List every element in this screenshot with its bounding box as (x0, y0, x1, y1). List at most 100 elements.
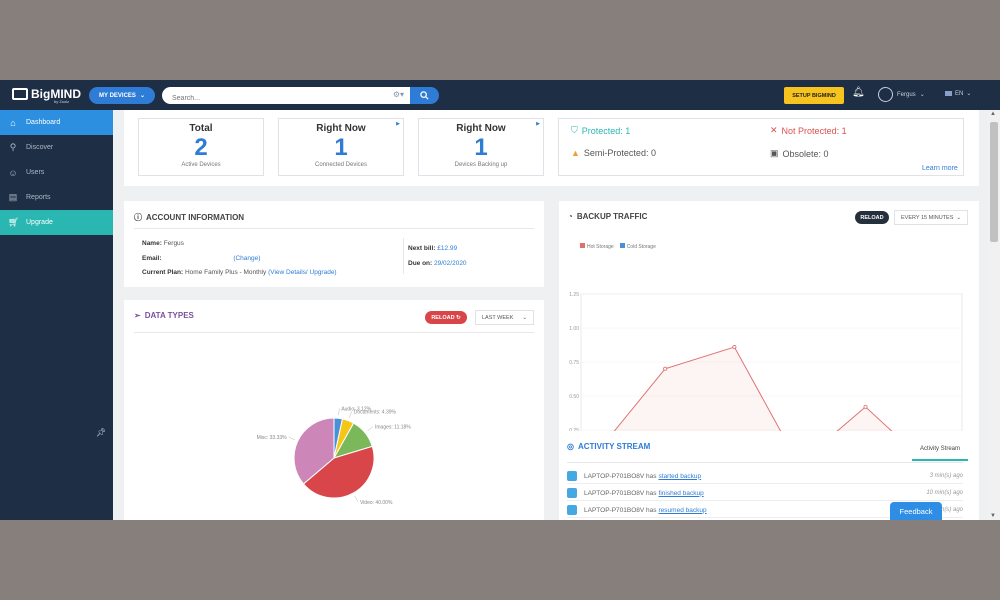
data-types-title-text: DATA TYPES (144, 311, 194, 320)
save-icon: ▣ (770, 148, 779, 158)
pie-label: Documents: 4.39% (354, 409, 397, 415)
hot-storage-point[interactable] (663, 366, 668, 371)
legend-hot-label: Hot Storage (587, 244, 614, 250)
activity-action-link[interactable]: resumed backup (658, 506, 707, 514)
gear-icon[interactable]: ⚙▾ (392, 90, 404, 99)
protected-status[interactable]: ⛉ Protected: 1 (571, 125, 630, 136)
feedback-button[interactable]: Feedback (890, 502, 942, 520)
due-label: Due on: (408, 260, 433, 267)
bell-icon (567, 471, 577, 481)
backup-interval-select[interactable]: EVERY 15 MINUTES ⌄ (894, 210, 968, 225)
reload-label: RELOAD (431, 314, 455, 321)
pie-slice-misc[interactable] (293, 417, 335, 485)
sidebar-item-discover[interactable]: ⚲ Discover (0, 135, 113, 160)
data-types-range-select[interactable]: LAST WEEK ⌄ (475, 310, 534, 325)
sidebar-item-dashboard[interactable]: ⌂ Dashboard (0, 110, 113, 135)
obsolete-status[interactable]: ▣ Obsolete: 0 (770, 148, 829, 159)
activity-title-text: ACTIVITY STREAM (577, 442, 651, 451)
logo-subtitle: by Zoolz (54, 99, 70, 104)
pie-label-line (354, 495, 359, 503)
send-icon: ➢ (134, 311, 141, 320)
username: Fergus (897, 91, 916, 98)
sidebar-item-reports[interactable]: ▤ Reports (0, 185, 113, 210)
chevron-down-icon: ⌄ (956, 214, 961, 221)
pie-label: Audio: 3.12% (341, 406, 371, 412)
cart-icon: 🛒︎ (8, 217, 20, 227)
activity-action-link[interactable]: started backup (658, 472, 702, 480)
home-icon: ⌂ (10, 117, 16, 128)
email-label: Email: (142, 255, 162, 262)
pie-label: Video: 40.00% (360, 500, 393, 506)
sidebar-item-users[interactable]: ☺ Users (0, 160, 113, 185)
close-icon: ✕ (770, 125, 778, 135)
obsolete-label: Obsolete: 0 (782, 148, 829, 159)
stat-value: 1 (474, 134, 488, 161)
scroll-up-icon[interactable]: ▲ (990, 111, 996, 117)
legend-cold-label: Cold Storage (626, 244, 656, 250)
plan-value: Home Family Plus - Monthly (184, 269, 267, 276)
plan-label: Current Plan: (142, 269, 184, 276)
activity-device: LAPTOP-P701BO8V has (584, 472, 657, 480)
account-name: Name: Fergus (142, 240, 184, 247)
my-devices-button[interactable]: MY DEVICES ⌄ (89, 87, 155, 104)
overview-card (124, 110, 979, 186)
sidebar-item-label: Reports (26, 194, 51, 201)
scroll-down-icon[interactable]: ▼ (990, 513, 996, 519)
plan-details-link[interactable]: (View Details/ Upgrade) (268, 269, 337, 276)
search-box: ⚙▾ (162, 87, 412, 107)
bell-icon[interactable]: 🔔︎ (852, 87, 865, 98)
email-change-link[interactable]: (Change) (233, 255, 261, 262)
protected-label: Protected: 1 (581, 125, 631, 136)
user-menu[interactable]: Fergus ⌄ (878, 87, 925, 102)
legend-hot[interactable]: Hot Storage (580, 243, 614, 250)
y-tick-label: 1.00 (569, 326, 579, 332)
activity-action-link[interactable]: finished backup (658, 489, 704, 497)
tab-activity-stream[interactable]: Activity Stream (912, 443, 968, 461)
chevron-down-icon: ⌄ (919, 92, 925, 98)
app-window: BigMIND by Zoolz MY DEVICES ⌄ ⚙▾ SETUP B… (0, 80, 1000, 520)
hot-storage-point[interactable] (863, 404, 868, 409)
next-bill: Next bill: £12.99 (408, 245, 457, 252)
stat-connected[interactable]: ▶ Right Now 1 Connected Devices (278, 118, 404, 176)
scrollbar-thumb[interactable] (990, 122, 998, 242)
setup-bigmind-button[interactable]: SETUP BIGMIND (784, 87, 844, 104)
pie-label-line (367, 426, 374, 432)
backup-reload-button[interactable]: RELOAD (855, 211, 889, 224)
pin-icon[interactable]: 📌︎ (96, 428, 107, 437)
sidebar-item-upgrade[interactable]: 🛒︎ Upgrade (0, 210, 113, 235)
not-protected-label: Not Protected: 1 (781, 125, 847, 136)
sidebar: ⌂ Dashboard ⚲ Discover ☺ Users ▤ Reports… (0, 110, 113, 520)
legend-cold[interactable]: Cold Storage (619, 243, 656, 250)
sidebar-item-label: Dashboard (26, 119, 61, 126)
page-scrollbar[interactable]: ▲ ▼ (988, 110, 1000, 520)
stat-value: 2 (194, 134, 208, 161)
logo-text: BigMIND (31, 87, 81, 101)
pie-label-line (288, 436, 296, 441)
activity-time: 10 min(s) ago (926, 490, 963, 496)
name-label: Name: (142, 240, 162, 247)
semi-protected-status[interactable]: ▲ Semi-Protected: 0 (571, 148, 656, 158)
search-button[interactable] (410, 87, 439, 104)
refresh-icon: ↻ (456, 314, 461, 321)
stat-label: Active Devices (181, 162, 221, 168)
pie-slice-video[interactable] (302, 445, 375, 499)
stat-title: Right Now (456, 123, 506, 134)
language-label: EN (955, 90, 964, 97)
activity-device: LAPTOP-P701BO8V has (584, 489, 657, 497)
bigmind-logo[interactable]: BigMIND by Zoolz (12, 87, 81, 104)
name-value: Fergus (163, 240, 184, 247)
stat-backing-up[interactable]: ▶ Right Now 1 Devices Backing up (418, 118, 544, 176)
data-types-reload-button[interactable]: RELOAD ↻ (425, 311, 467, 324)
warning-icon: ▲ (571, 148, 580, 158)
sidebar-item-label: Users (26, 169, 45, 176)
language-selector[interactable]: EN ⌄ (945, 90, 971, 97)
data-types-pie-chart: Audio: 3.12%Documents: 4.39% Images: 11.1… (257, 406, 412, 506)
learn-more-link[interactable]: Learn more (922, 165, 958, 172)
not-protected-status[interactable]: ✕ Not Protected: 1 (770, 125, 847, 136)
range-value: LAST WEEK (482, 314, 514, 321)
hot-storage-point[interactable] (732, 345, 737, 350)
search-input[interactable] (162, 90, 382, 107)
activity-row: LAPTOP-P701BO8V has finished backup 10 m… (567, 486, 963, 501)
arrow-right-icon: ▶ (396, 121, 400, 127)
y-tick-label: 1.25 (569, 292, 579, 298)
